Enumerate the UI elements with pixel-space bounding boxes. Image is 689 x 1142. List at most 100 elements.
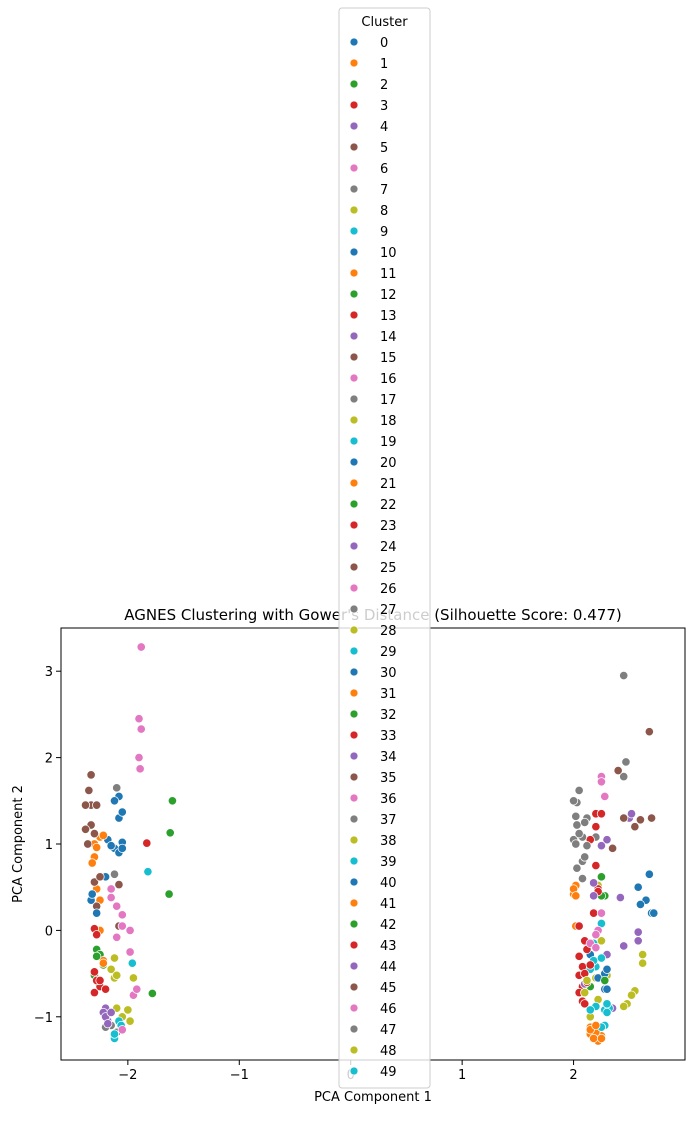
legend-label: 47 [380, 1023, 397, 1038]
data-point-cluster-13 [95, 975, 105, 986]
legend-label: 19 [380, 435, 397, 450]
data-point-cluster-14 [106, 1007, 116, 1018]
data-point-cluster-27 [574, 829, 584, 839]
data-point-cluster-39 [602, 999, 612, 1009]
x-tick-label: 1 [458, 1068, 466, 1083]
legend-label: 16 [380, 372, 397, 387]
legend-marker [349, 751, 359, 761]
data-point-cluster-18 [106, 964, 116, 974]
legend-marker [349, 919, 359, 929]
legend-label: 5 [380, 141, 388, 156]
data-point-cluster-27 [571, 839, 581, 849]
legend-label: 27 [380, 603, 397, 618]
legend-label: 7 [380, 183, 388, 198]
legend-marker [349, 793, 359, 803]
y-tick-label: 1 [45, 838, 53, 853]
legend-marker [349, 898, 359, 908]
data-point-cluster-20 [92, 908, 102, 918]
y-tick-label: −1 [34, 1011, 53, 1026]
legend-marker [349, 646, 359, 656]
data-point-cluster-34 [626, 809, 637, 819]
legend-label: 11 [380, 267, 397, 282]
data-point-cluster-33 [580, 999, 590, 1009]
legend-marker [349, 100, 359, 110]
legend-marker [349, 331, 359, 341]
data-point-cluster-10 [117, 807, 127, 817]
legend-label: 22 [380, 498, 397, 513]
legend-marker [349, 457, 359, 467]
data-point-cluster-43 [591, 861, 601, 871]
data-point-cluster-45 [613, 765, 623, 776]
data-point-cluster-47 [580, 817, 590, 827]
data-point-cluster-40 [602, 984, 612, 994]
legend-marker [349, 772, 359, 782]
data-point-cluster-33 [589, 908, 599, 918]
legend-label: 13 [380, 309, 397, 324]
legend-label: 24 [380, 540, 397, 555]
data-point-cluster-33 [574, 921, 584, 931]
data-point-cluster-27 [621, 757, 631, 767]
legend-label: 44 [380, 960, 397, 975]
legend-label: 43 [380, 939, 397, 954]
legend-label: 20 [380, 456, 397, 471]
legend-label: 17 [380, 393, 397, 408]
legend-marker [349, 436, 359, 446]
x-tick-label: −1 [230, 1068, 249, 1083]
data-point-cluster-43 [596, 809, 607, 819]
data-point-cluster-44 [589, 891, 599, 901]
data-point-cluster-6 [136, 724, 146, 734]
legend-label: 37 [380, 813, 397, 828]
legend-marker [349, 877, 359, 887]
data-point-cluster-13 [142, 838, 152, 848]
legend-marker [349, 415, 359, 425]
data-point-cluster-33 [574, 951, 584, 961]
data-point-cluster-27 [619, 772, 629, 782]
legend-marker [349, 310, 359, 320]
data-point-cluster-34 [619, 941, 629, 951]
data-point-cluster-36 [596, 908, 607, 918]
data-point-cluster-24 [103, 1019, 113, 1029]
legend-label: 18 [380, 414, 397, 429]
data-point-cluster-40 [602, 964, 612, 974]
y-axis-label: PCA Component 2 [11, 785, 26, 903]
x-axis-label: PCA Component 1 [314, 1090, 432, 1105]
data-point-cluster-37 [580, 852, 590, 862]
legend-marker [349, 142, 359, 152]
data-point-cluster-5 [89, 829, 100, 839]
x-tick-label: 2 [569, 1068, 577, 1083]
legend-marker [349, 352, 359, 362]
data-point-cluster-41 [596, 1033, 607, 1043]
data-point-cluster-12 [167, 796, 178, 806]
data-point-cluster-6 [134, 753, 144, 763]
legend-label: 29 [380, 645, 397, 660]
legend-label: 14 [380, 330, 397, 345]
data-point-cluster-16 [117, 921, 127, 931]
legend-marker [349, 79, 359, 89]
legend-marker [349, 856, 359, 866]
legend-marker [349, 121, 359, 131]
data-point-cluster-17 [109, 869, 120, 879]
data-point-cluster-16 [117, 910, 127, 920]
data-point-cluster-9 [127, 958, 137, 968]
data-point-cluster-27 [572, 863, 582, 873]
legend-label: 8 [380, 204, 388, 219]
legend-box [338, 7, 431, 1089]
legend-label: 34 [380, 750, 397, 765]
legend-marker [349, 1066, 359, 1076]
data-point-cluster-40 [633, 882, 643, 892]
data-point-cluster-18 [112, 970, 122, 980]
data-point-cluster-41 [589, 1033, 599, 1043]
data-point-cluster-3 [89, 988, 100, 998]
legend-marker [349, 226, 359, 236]
data-point-cluster-1 [98, 830, 108, 840]
data-point-cluster-15 [89, 877, 100, 887]
legend-label: 45 [380, 981, 397, 996]
data-point-cluster-9 [143, 867, 153, 877]
legend-label: 39 [380, 855, 397, 870]
legend-label: 40 [380, 876, 397, 891]
legend-marker [349, 982, 359, 992]
legend-marker [349, 583, 359, 593]
data-point-cluster-19 [109, 1029, 120, 1039]
data-point-cluster-36 [600, 791, 610, 802]
data-point-cluster-38 [626, 990, 637, 1000]
